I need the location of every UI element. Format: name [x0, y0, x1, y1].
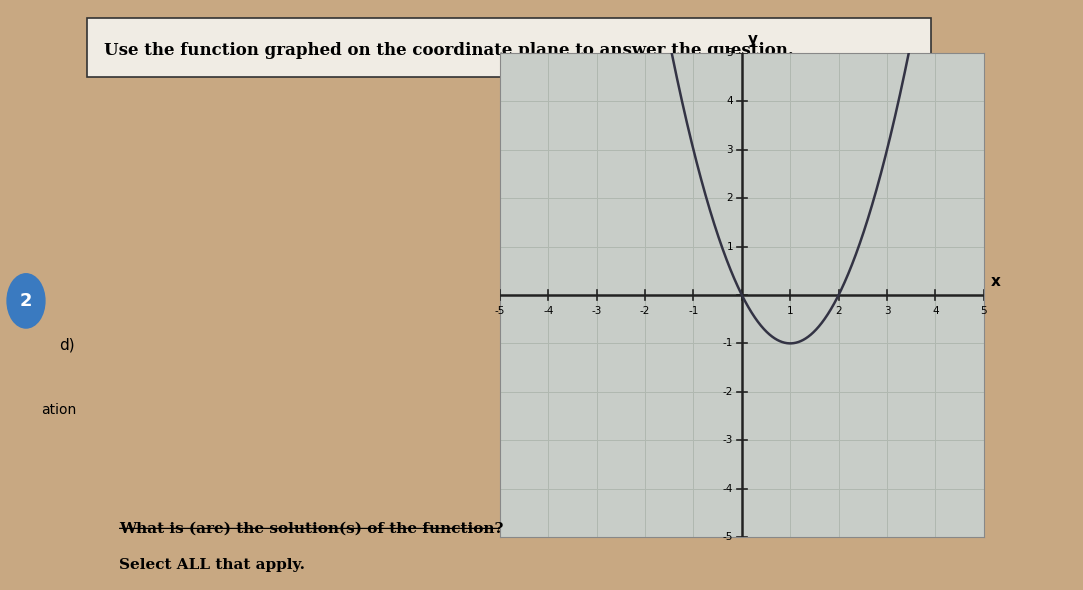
Text: -4: -4 [722, 484, 733, 493]
Text: ation: ation [41, 403, 77, 417]
Text: 1: 1 [727, 242, 733, 251]
Text: 2: 2 [727, 194, 733, 203]
Text: 3: 3 [884, 306, 890, 316]
Text: x: x [991, 274, 1001, 289]
Text: -5: -5 [495, 306, 505, 316]
Circle shape [8, 274, 44, 328]
FancyBboxPatch shape [87, 18, 931, 77]
Text: 2: 2 [19, 292, 32, 310]
Text: 5: 5 [727, 48, 733, 58]
Text: 2: 2 [835, 306, 841, 316]
Text: Select ALL that apply.: Select ALL that apply. [119, 558, 305, 572]
Text: 3: 3 [727, 145, 733, 155]
Text: -1: -1 [722, 339, 733, 348]
Text: -2: -2 [640, 306, 650, 316]
Text: d): d) [60, 337, 75, 353]
Text: 5: 5 [980, 306, 987, 316]
Text: 4: 4 [932, 306, 939, 316]
Text: -5: -5 [722, 532, 733, 542]
Text: 1: 1 [787, 306, 794, 316]
Text: y: y [747, 32, 758, 47]
Text: Use the function graphed on the coordinate plane to answer the question.: Use the function graphed on the coordina… [104, 42, 793, 58]
Text: -3: -3 [591, 306, 602, 316]
Text: 4: 4 [727, 97, 733, 106]
Text: -1: -1 [689, 306, 699, 316]
Text: -2: -2 [722, 387, 733, 396]
Text: What is (are) the solution(s) of the function?: What is (are) the solution(s) of the fun… [119, 522, 504, 536]
Text: -3: -3 [722, 435, 733, 445]
Text: -4: -4 [544, 306, 553, 316]
